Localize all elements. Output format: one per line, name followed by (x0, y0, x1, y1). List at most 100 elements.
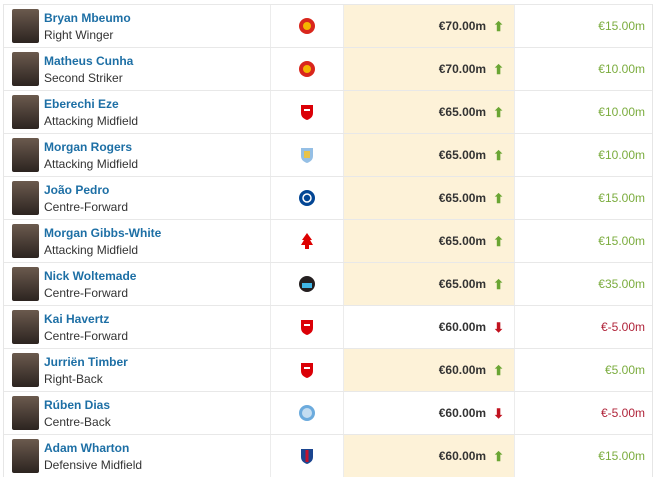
market-value-table: Bryan Mbeumo Right Winger €70.00m ⬆ €15.… (3, 4, 653, 477)
newcastle-crest-icon[interactable] (298, 275, 316, 293)
club-cell (271, 349, 344, 391)
player-name-link[interactable]: Adam Wharton (44, 441, 130, 455)
market-value[interactable]: €70.00m (438, 62, 487, 76)
player-photo[interactable] (12, 138, 39, 172)
market-value-cell: €60.00m ⬆ (344, 349, 515, 391)
table-row: Morgan Gibbs-White Attacking Midfield €6… (4, 219, 652, 262)
market-value[interactable]: €65.00m (438, 105, 487, 119)
player-cell: Rúben Dias Centre-Back (4, 392, 271, 434)
value-change-cell: €15.00m (515, 177, 652, 219)
table-row: João Pedro Centre-Forward €65.00m ⬆ €15.… (4, 176, 652, 219)
man-city-crest-icon[interactable] (298, 404, 316, 422)
player-photo[interactable] (12, 9, 39, 43)
market-value-cell: €60.00m ⬆ (344, 435, 515, 477)
market-value[interactable]: €60.00m (438, 363, 487, 377)
table-row: Eberechi Eze Attacking Midfield €65.00m … (4, 90, 652, 133)
arsenal-crest-icon[interactable] (298, 318, 316, 336)
market-value[interactable]: €70.00m (438, 19, 487, 33)
player-name-link[interactable]: Bryan Mbeumo (44, 11, 131, 25)
arrow-up-icon: ⬆ (493, 276, 504, 292)
player-name-link[interactable]: João Pedro (44, 183, 110, 197)
player-name-link[interactable]: Morgan Rogers (44, 140, 133, 154)
club-cell (271, 220, 344, 262)
man-utd-crest-icon[interactable] (298, 17, 316, 35)
player-position: Centre-Back (44, 415, 111, 429)
market-value[interactable]: €60.00m (438, 449, 487, 463)
table-row: Bryan Mbeumo Right Winger €70.00m ⬆ €15.… (4, 4, 652, 47)
market-value[interactable]: €60.00m (438, 320, 487, 334)
market-value[interactable]: €65.00m (438, 148, 487, 162)
market-value[interactable]: €65.00m (438, 191, 487, 205)
club-cell (271, 5, 344, 47)
player-position: Attacking Midfield (44, 157, 139, 171)
player-photo[interactable] (12, 52, 39, 86)
value-change: €15.00m (598, 191, 645, 205)
value-change: €10.00m (598, 62, 645, 76)
player-cell: Nick Woltemade Centre-Forward (4, 263, 271, 305)
player-cell: Morgan Rogers Attacking Midfield (4, 134, 271, 176)
table-row: Kai Havertz Centre-Forward €60.00m ⬇ €-5… (4, 305, 652, 348)
chelsea-crest-icon[interactable] (298, 189, 316, 207)
market-value-cell: €60.00m ⬇ (344, 306, 515, 348)
table-row: Morgan Rogers Attacking Midfield €65.00m… (4, 133, 652, 176)
value-change: €15.00m (598, 449, 645, 463)
value-change: €10.00m (598, 148, 645, 162)
player-name-link[interactable]: Jurriën Timber (44, 355, 128, 369)
player-position: Attacking Midfield (44, 243, 139, 257)
market-value-cell: €65.00m ⬆ (344, 220, 515, 262)
value-change: €10.00m (598, 105, 645, 119)
crystal-palace-crest-icon[interactable] (298, 447, 316, 465)
player-name-link[interactable]: Morgan Gibbs-White (44, 226, 162, 240)
table-row: Rúben Dias Centre-Back €60.00m ⬇ €-5.00m (4, 391, 652, 434)
nottingham-forest-crest-icon[interactable] (298, 232, 316, 250)
player-photo[interactable] (12, 267, 39, 301)
value-change-cell: €10.00m (515, 91, 652, 133)
player-cell: Adam Wharton Defensive Midfield (4, 435, 271, 477)
club-cell (271, 91, 344, 133)
club-cell (271, 392, 344, 434)
arrow-up-icon: ⬆ (493, 61, 504, 77)
club-cell (271, 48, 344, 90)
arrow-up-icon: ⬆ (493, 18, 504, 34)
club-cell (271, 177, 344, 219)
player-position: Attacking Midfield (44, 114, 139, 128)
arrow-down-icon: ⬇ (493, 319, 504, 335)
player-photo[interactable] (12, 396, 39, 430)
player-photo[interactable] (12, 353, 39, 387)
man-utd-crest-icon[interactable] (298, 60, 316, 78)
arrow-up-icon: ⬆ (493, 104, 504, 120)
value-change: €-5.00m (600, 406, 645, 420)
player-name-link[interactable]: Kai Havertz (44, 312, 110, 326)
market-value[interactable]: €65.00m (438, 277, 487, 291)
player-cell: Morgan Gibbs-White Attacking Midfield (4, 220, 271, 262)
player-photo[interactable] (12, 181, 39, 215)
player-position: Centre-Forward (44, 329, 129, 343)
player-name-link[interactable]: Nick Woltemade (44, 269, 137, 283)
value-change: €15.00m (598, 234, 645, 248)
player-name-link[interactable]: Matheus Cunha (44, 54, 134, 68)
aston-villa-crest-icon[interactable] (298, 146, 316, 164)
player-name-link[interactable]: Eberechi Eze (44, 97, 119, 111)
player-position: Right-Back (44, 372, 103, 386)
arsenal-crest-icon[interactable] (298, 361, 316, 379)
player-position: Centre-Forward (44, 286, 129, 300)
value-change-cell: €15.00m (515, 435, 652, 477)
player-photo[interactable] (12, 310, 39, 344)
market-value-cell: €65.00m ⬆ (344, 134, 515, 176)
value-change-cell: €-5.00m (515, 306, 652, 348)
value-change-cell: €-5.00m (515, 392, 652, 434)
value-change: €5.00m (604, 363, 645, 377)
market-value[interactable]: €65.00m (438, 234, 487, 248)
market-value[interactable]: €60.00m (438, 406, 487, 420)
player-photo[interactable] (12, 95, 39, 129)
table-row: Nick Woltemade Centre-Forward €65.00m ⬆ … (4, 262, 652, 305)
player-name-link[interactable]: Rúben Dias (44, 398, 111, 412)
player-photo[interactable] (12, 224, 39, 258)
value-change-cell: €15.00m (515, 220, 652, 262)
arrow-up-icon: ⬆ (493, 233, 504, 249)
market-value-cell: €65.00m ⬆ (344, 91, 515, 133)
arsenal-crest-icon[interactable] (298, 103, 316, 121)
arrow-up-icon: ⬆ (493, 147, 504, 163)
player-photo[interactable] (12, 439, 39, 473)
table-row: Matheus Cunha Second Striker €70.00m ⬆ €… (4, 47, 652, 90)
